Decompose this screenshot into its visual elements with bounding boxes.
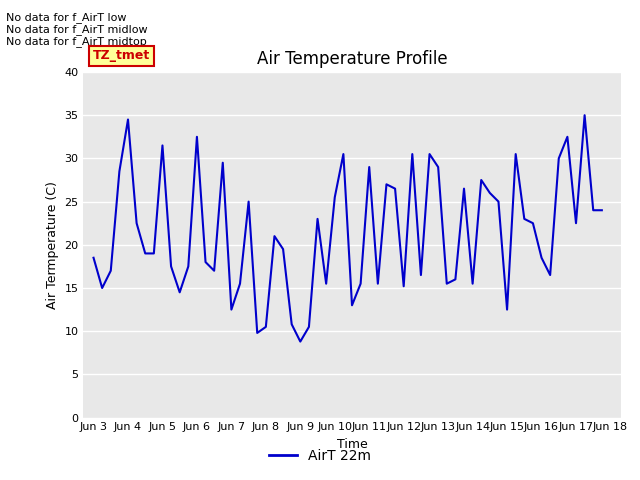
- Text: TZ_tmet: TZ_tmet: [93, 49, 150, 62]
- Text: No data for f_AirT midlow: No data for f_AirT midlow: [6, 24, 148, 35]
- Title: Air Temperature Profile: Air Temperature Profile: [257, 49, 447, 68]
- Legend: AirT 22m: AirT 22m: [264, 443, 376, 468]
- X-axis label: Time: Time: [337, 438, 367, 451]
- Text: No data for f_AirT low: No data for f_AirT low: [6, 12, 127, 23]
- Text: No data for f_AirT midtop: No data for f_AirT midtop: [6, 36, 147, 47]
- Y-axis label: Air Termperature (C): Air Termperature (C): [45, 181, 59, 309]
